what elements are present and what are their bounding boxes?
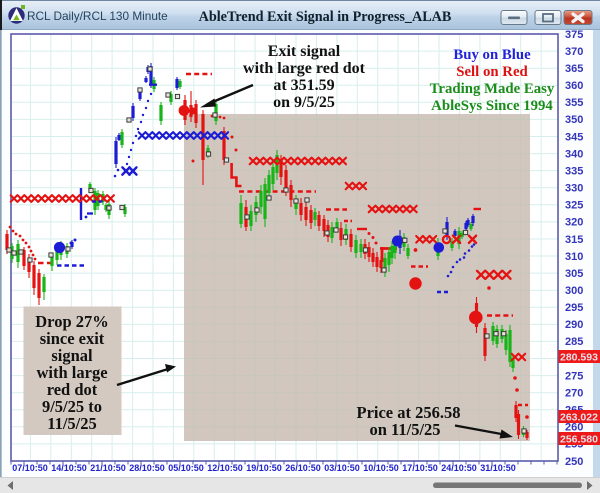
svg-text:on 11/5/25: on 11/5/25 — [369, 420, 440, 439]
svg-text:260: 260 — [565, 422, 583, 434]
svg-text:Price at 256.58: Price at 256.58 — [356, 403, 460, 422]
svg-text:335: 335 — [565, 165, 583, 177]
svg-text:AbleSys Since 1994: AbleSys Since 1994 — [431, 98, 553, 114]
svg-text:31/10:50: 31/10:50 — [480, 463, 516, 473]
svg-text:275: 275 — [565, 370, 583, 382]
svg-text:Exit signal: Exit signal — [268, 43, 341, 60]
svg-text:9/5/25 to: 9/5/25 to — [42, 397, 102, 416]
svg-text:red dot: red dot — [47, 380, 98, 399]
svg-text:370: 370 — [565, 46, 583, 58]
svg-text:355: 355 — [565, 97, 583, 109]
svg-text:07/10:50: 07/10:50 — [12, 463, 48, 473]
svg-text:295: 295 — [565, 302, 583, 314]
svg-text:26/10:50: 26/10:50 — [285, 463, 321, 473]
svg-text:256.580: 256.580 — [560, 433, 598, 445]
svg-text:21/10:50: 21/10:50 — [90, 463, 126, 473]
svg-text:14/10:50: 14/10:50 — [51, 463, 87, 473]
svg-text:320: 320 — [565, 217, 583, 229]
svg-text:at 351.59: at 351.59 — [273, 77, 334, 94]
svg-text:03/10:50: 03/10:50 — [324, 463, 360, 473]
svg-text:since exit: since exit — [40, 329, 105, 348]
svg-text:290: 290 — [565, 319, 583, 331]
svg-text:375: 375 — [565, 29, 583, 41]
svg-text:24/10:50: 24/10:50 — [441, 463, 477, 473]
svg-text:285: 285 — [565, 336, 583, 348]
svg-text:Buy on Blue: Buy on Blue — [453, 47, 531, 63]
svg-text:365: 365 — [565, 63, 583, 75]
svg-text:28/10:50: 28/10:50 — [129, 463, 165, 473]
svg-text:330: 330 — [565, 183, 583, 195]
svg-text:300: 300 — [565, 285, 583, 297]
svg-text:on 9/5/25: on 9/5/25 — [273, 94, 335, 111]
svg-text:310: 310 — [565, 251, 583, 263]
svg-text:AbleTrend Exit Signal in Progr: AbleTrend Exit Signal in Progress_ALAB — [199, 9, 452, 25]
svg-text:12/10:50: 12/10:50 — [207, 463, 243, 473]
svg-text:305: 305 — [565, 268, 583, 280]
svg-text:Trading Made Easy: Trading Made Easy — [430, 81, 555, 97]
svg-text:270: 270 — [565, 388, 583, 400]
svg-text:280.593: 280.593 — [560, 351, 598, 363]
svg-text:19/10:50: 19/10:50 — [246, 463, 282, 473]
svg-text:325: 325 — [565, 200, 583, 212]
svg-text:10/10:50: 10/10:50 — [363, 463, 399, 473]
svg-text:Sell on Red: Sell on Red — [456, 64, 528, 80]
svg-text:263.022: 263.022 — [560, 411, 598, 423]
svg-text:250: 250 — [565, 456, 583, 468]
svg-text:with large red dot: with large red dot — [243, 60, 366, 77]
svg-text:11/5/25: 11/5/25 — [47, 414, 97, 433]
svg-text:315: 315 — [565, 234, 583, 246]
svg-text:350: 350 — [565, 114, 583, 126]
svg-text:345: 345 — [565, 131, 583, 143]
svg-text:Drop 27%: Drop 27% — [35, 312, 109, 331]
svg-text:RCL Daily/RCL 130 Minute: RCL Daily/RCL 130 Minute — [27, 9, 168, 23]
svg-text:360: 360 — [565, 80, 583, 92]
svg-text:with large: with large — [36, 363, 107, 382]
svg-text:340: 340 — [565, 148, 583, 160]
svg-text:17/10:50: 17/10:50 — [402, 463, 438, 473]
svg-text:signal: signal — [51, 346, 93, 365]
svg-text:05/10:50: 05/10:50 — [168, 463, 204, 473]
